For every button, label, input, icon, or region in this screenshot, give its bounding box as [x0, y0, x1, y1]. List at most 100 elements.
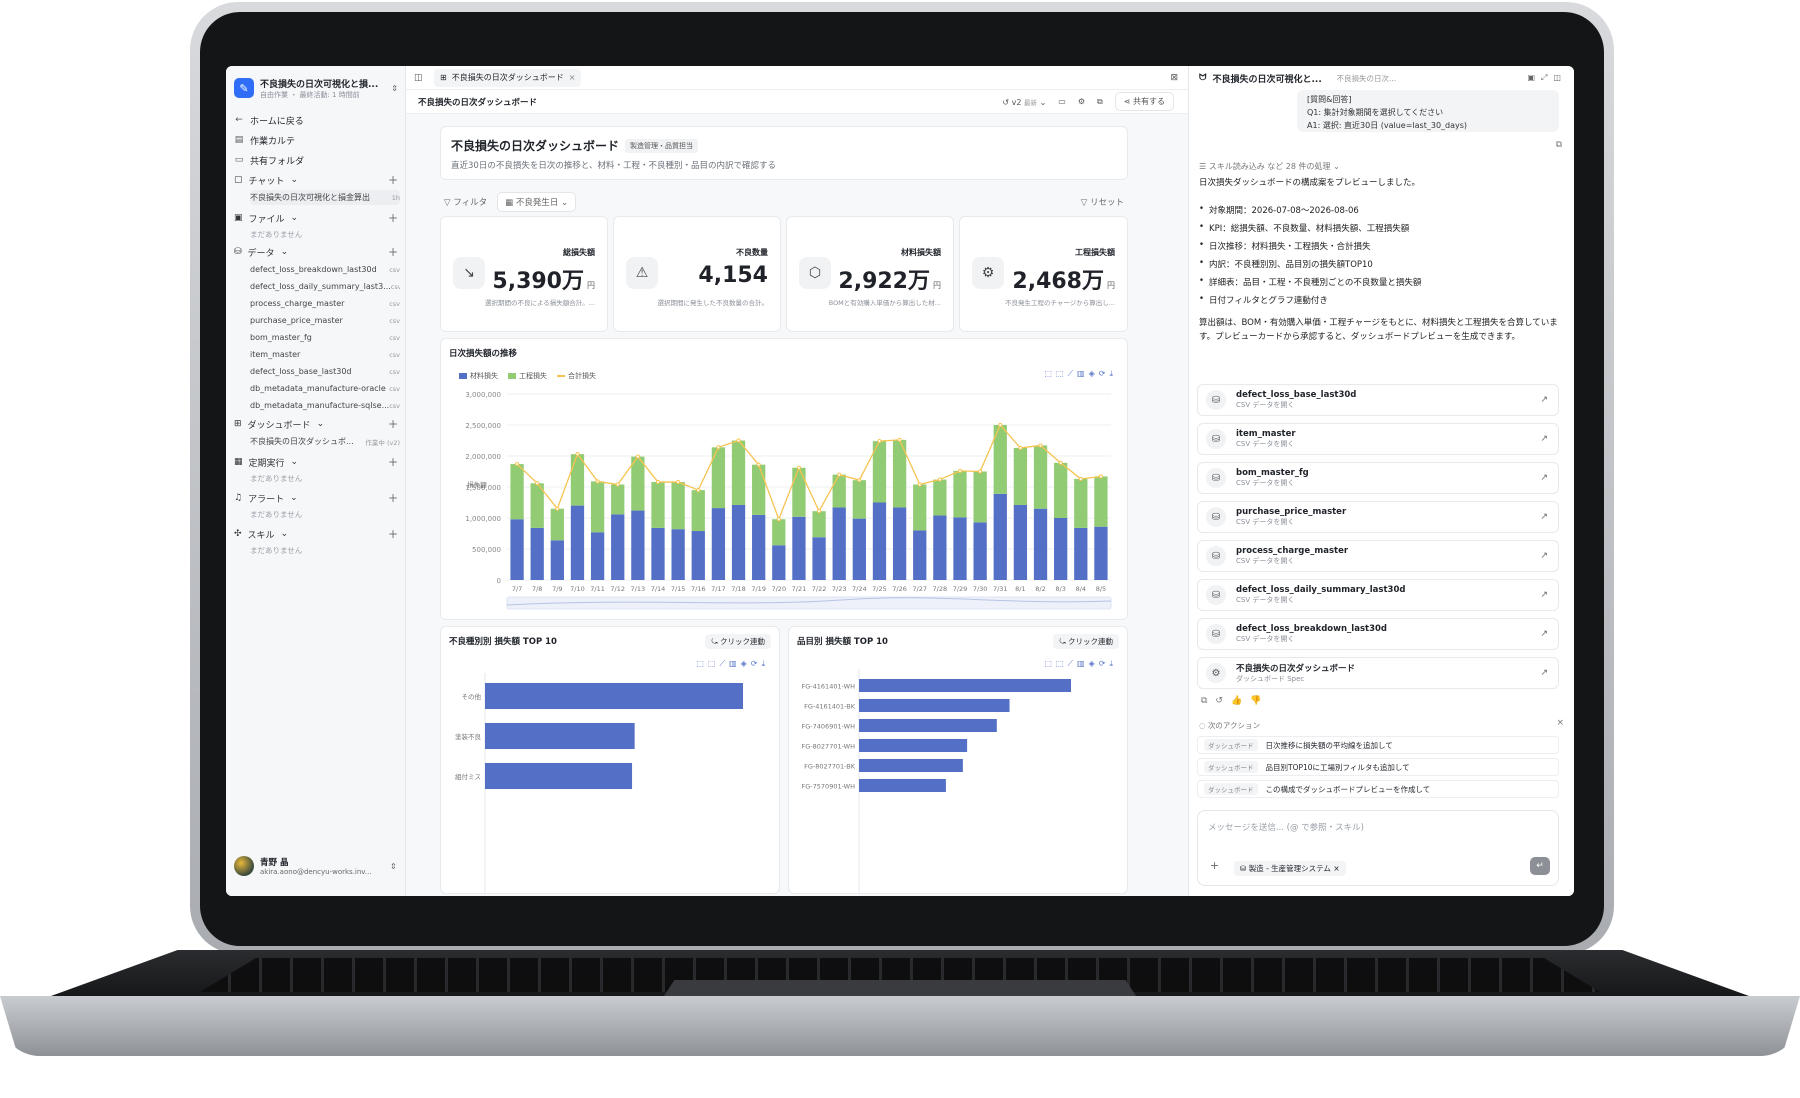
total-loss-line [516, 423, 1102, 522]
data-item[interactable]: defect_loss_breakdown_last30d csv [250, 262, 400, 277]
category-label: FG-4161401-BK [804, 703, 856, 711]
file-card[interactable]: ⛁ defect_loss_daily_summary_last30d CSV デー… [1197, 579, 1559, 611]
click-link-toggle[interactable]: ⤿ クリック連動 [705, 634, 771, 649]
add-schedule-button[interactable]: + [387, 455, 398, 469]
workspace-title: 不良損失の日次可視化と損... [260, 79, 379, 90]
y-tick-label: 0 [497, 577, 501, 585]
chart-toolbox[interactable]: ⬚⬚⟋▥◈⟳⤓ [696, 659, 769, 668]
copy-icon[interactable]: ⧉ [1097, 96, 1103, 106]
data-item[interactable]: purchase_price_master csv [250, 313, 400, 328]
data-item[interactable]: defect_loss_daily_summary_last3... csv [250, 279, 400, 294]
user-menu[interactable]: 青野 晶 akira.aono@dencyu-works.inv... ⇕ [234, 851, 398, 881]
data-item[interactable]: bom_master_fg csv [250, 330, 400, 345]
x-tick-label: 8/1 [1015, 585, 1025, 593]
add-data-button[interactable]: + [387, 245, 398, 259]
calendar-icon: ▦ [505, 198, 514, 208]
qa-line: Q1: 集計対象期間を選択してください [1307, 108, 1444, 117]
x-tick-label: 8/4 [1076, 585, 1086, 593]
section-chat[interactable]: ▢ チャット ⌄ + [234, 172, 398, 188]
close-panel-icon[interactable]: ⊠ [1170, 72, 1178, 83]
data-item[interactable]: item_master csv [250, 347, 400, 362]
tab-dashboard[interactable]: ⊞ 不良損失の日次ダッシュボード × [434, 68, 582, 87]
share-icon: ⋖ [1123, 97, 1131, 106]
section-data[interactable]: ⛁ データ ⌄ + [234, 244, 398, 260]
chart-toolbox[interactable]: ⬚⬚⟋▥◈⟳⤓ [1044, 659, 1117, 668]
add-chat-button[interactable]: + [387, 173, 398, 187]
action-text: 品目別TOP10に工場別フィルタも追加して [1265, 762, 1410, 772]
suggested-action[interactable]: ダッシュボード この構成でダッシュボードプレビューを作成して [1197, 780, 1559, 798]
section-schedule[interactable]: ▦ 定期実行 ⌄ + [234, 454, 398, 470]
click-link-toggle[interactable]: ⤿ クリック連動 [1053, 634, 1119, 649]
bar-material [892, 507, 907, 580]
plus-icon[interactable]: + [1210, 859, 1220, 872]
suggested-action[interactable]: ダッシュボード 日次推移に損失額の平均線を追加して [1197, 736, 1559, 754]
file-card[interactable]: ⛁ process_charge_master CSV データを開く ↗ [1197, 540, 1559, 572]
section-files[interactable]: ▣ ファイル ⌄ + [234, 210, 398, 226]
version-select[interactable]: ↺ v2 最新 ⌄ [1002, 97, 1047, 107]
panel-toggle-icon[interactable]: ◫ [414, 72, 423, 83]
copy-icon[interactable]: ⧉ [1555, 140, 1562, 150]
nav-home[interactable]: ← ホームに戻る [234, 112, 398, 128]
chat-item[interactable]: 不良損失の日次可視化と損金算出 1h [250, 190, 400, 205]
date-filter[interactable]: ▦ 不良発生日 ⌄ [497, 192, 577, 212]
x-tick-label: 8/3 [1055, 585, 1065, 593]
bar-material [530, 527, 544, 580]
header-actions-icon[interactable]: ▣⤢◫ [1527, 73, 1567, 82]
data-item-type: csv [389, 265, 400, 274]
close-icon[interactable]: × [1556, 718, 1564, 728]
add-dashboard-button[interactable]: + [387, 417, 398, 431]
kpi-card: ⬡ 材料損失額 2,922万円 BOMと有効購入単価から算出した材... [786, 216, 954, 332]
add-file-button[interactable]: + [387, 211, 398, 225]
database-icon: ⛁ [1206, 546, 1226, 566]
section-schedule-label: 定期実行 [248, 458, 285, 469]
context-chip[interactable]: ⛁ 製造 - 生産管理システム × [1234, 861, 1346, 876]
data-item[interactable]: defect_loss_base_last30d csv [250, 364, 400, 379]
dashboard-item[interactable]: 不良損失の日次ダッシュボ... 作業中 (v2) [250, 434, 400, 449]
dashboard-item-status: 作業中 (v2) [365, 438, 400, 447]
data-item[interactable]: db_metadata_manufacture-oracle csv [250, 381, 400, 396]
legend-item-process[interactable]: 工程損失 [508, 371, 547, 381]
section-alert[interactable]: ♫ アラート ⌄ + [234, 490, 398, 506]
filter-button[interactable]: ▽ フィルタ [444, 196, 487, 208]
section-dashboard[interactable]: ⊞ ダッシュボード ⌄ + [234, 416, 398, 432]
reset-button[interactable]: ▽ リセット [1081, 196, 1124, 208]
chevron-updown-icon[interactable]: ⇕ [390, 861, 397, 871]
suggested-action[interactable]: ダッシュボード 品目別TOP10に工場別フィルタも追加して [1197, 758, 1559, 776]
section-skill[interactable]: ✣ スキル ⌄ + [234, 526, 398, 542]
file-card[interactable]: ⛁ defect_loss_breakdown_last30d CSV データを開く… [1197, 618, 1559, 650]
comment-icon[interactable]: ▭ [1058, 97, 1066, 106]
database-icon: ⛁ [1206, 468, 1226, 488]
process-summary[interactable]: ☰ スキル読み込み など 28 件の処理 ⌄ [1199, 162, 1340, 171]
file-card[interactable]: ⛁ item_master CSV データを開く ↗ [1197, 423, 1559, 455]
message-input[interactable]: メッセージを送信... (@ で参照・スキル) [1208, 823, 1364, 833]
section-files-label: ファイル [248, 214, 285, 225]
chevron-updown-icon[interactable]: ⇕ [391, 83, 398, 93]
message-composer[interactable]: メッセージを送信... (@ で参照・スキル) + ⛁ 製造 - 生産管理システ… [1197, 810, 1559, 886]
send-button[interactable]: ↵ [1530, 857, 1550, 875]
nav-shared-folder[interactable]: ▭ 共有フォルダ [234, 152, 398, 168]
x-tick-label: 7/26 [892, 585, 907, 593]
folder-icon: ▭ [234, 155, 244, 165]
workspace-switcher[interactable]: ✎ 不良損失の日次可視化と損... 自由作業 ・ 最終活動: 1 時間前 ⇕ [234, 74, 398, 102]
file-card[interactable]: ⛁ bom_master_fg CSV データを開く ↗ [1197, 462, 1559, 494]
chart-toolbox[interactable]: ⬚⬚⟋▥◈⟳⤓ [1044, 369, 1117, 378]
feedback-icons[interactable]: ⧉↺👍👎 [1201, 696, 1270, 706]
data-item[interactable]: process_charge_master csv [250, 296, 400, 311]
category-label: FG-8027701-WH [802, 743, 856, 751]
settings-icon[interactable]: ⚙ [1077, 97, 1086, 106]
bar [859, 779, 946, 792]
add-alert-button[interactable]: + [387, 491, 398, 505]
share-button[interactable]: ⋖ 共有する [1114, 92, 1174, 111]
data-item-type: csv [389, 299, 400, 308]
share-label: 共有する [1133, 97, 1165, 106]
file-card[interactable]: ⛁ purchase_price_master CSV データを開く ↗ [1197, 501, 1559, 533]
file-card[interactable]: ⛁ defect_loss_base_last30d CSV データを開く ↗ [1197, 384, 1559, 416]
data-item[interactable]: db_metadata_manufacture-sqlse... csv [250, 398, 400, 413]
assistant-context[interactable]: 不良損失の日次... [1336, 73, 1397, 83]
nav-work-karte[interactable]: ▤ 作業カルテ [234, 132, 398, 148]
close-icon[interactable]: × [568, 73, 576, 82]
file-card[interactable]: ⚙ 不良損失の日次ダッシュボード ダッシュボード Spec ↗ [1197, 657, 1559, 689]
legend-item-total[interactable]: 合計損失 [557, 371, 596, 381]
add-skill-button[interactable]: + [387, 527, 398, 541]
legend-item-material[interactable]: 材料損失 [459, 371, 498, 381]
